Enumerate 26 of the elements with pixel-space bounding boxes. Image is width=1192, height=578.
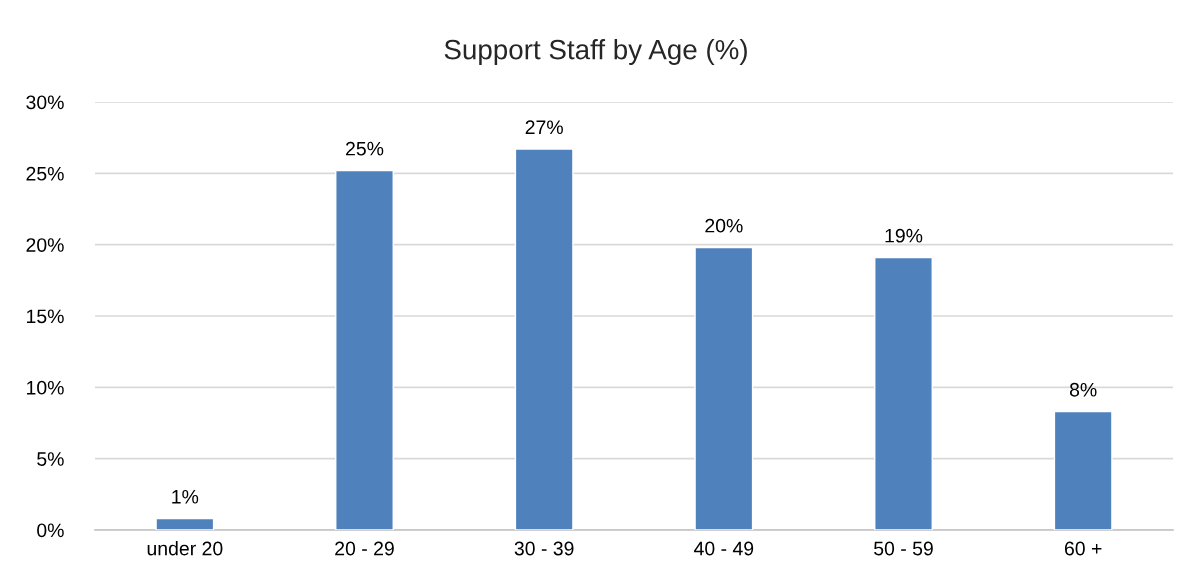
bar xyxy=(514,148,574,530)
bar xyxy=(694,246,754,530)
data-label: 27% xyxy=(525,120,563,135)
data-label: 1% xyxy=(172,489,199,504)
bar xyxy=(874,256,933,530)
data-label: 20% xyxy=(705,218,743,233)
y-tick-label: 20% xyxy=(26,238,64,252)
x-tick-label: under 20 xyxy=(147,541,223,556)
chart-title: Support Staff by Age (%) xyxy=(444,39,747,65)
y-tick-label: 15% xyxy=(27,309,64,324)
data-label: 19% xyxy=(885,228,923,243)
x-tick-label: 40 - 49 xyxy=(694,541,754,556)
bar xyxy=(155,517,215,530)
x-tick-label: 30 - 39 xyxy=(514,541,574,556)
x-tick-label: 60 + xyxy=(1064,541,1102,556)
y-tick-label: 30% xyxy=(26,95,64,110)
x-tick-label: 50 - 59 xyxy=(874,541,933,556)
data-label: 25% xyxy=(346,141,384,156)
y-tick-label: 5% xyxy=(37,452,64,466)
y-tick-label: 0% xyxy=(37,523,64,538)
y-tick-label: 25% xyxy=(26,166,64,181)
bar xyxy=(335,169,394,530)
bar xyxy=(1053,410,1113,530)
x-tick-label: 20 - 29 xyxy=(335,541,394,556)
data-label: 8% xyxy=(1069,382,1097,397)
y-tick-label: 10% xyxy=(27,380,64,395)
